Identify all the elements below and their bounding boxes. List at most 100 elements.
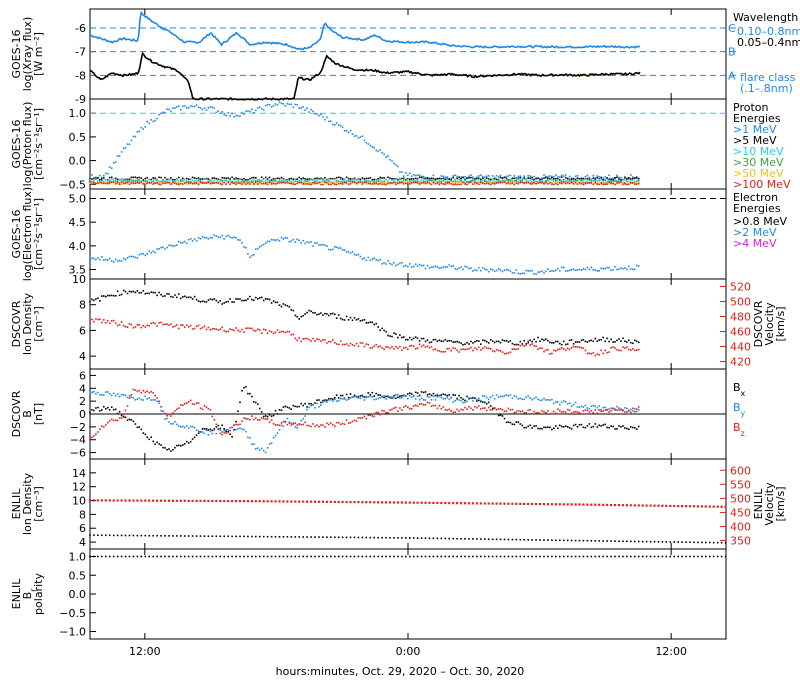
data-point — [564, 343, 567, 346]
data-point — [588, 179, 591, 182]
data-point — [270, 238, 273, 241]
data-point — [566, 347, 569, 350]
data-point — [620, 267, 622, 269]
data-point — [347, 422, 350, 424]
data-point — [525, 269, 527, 272]
data-point — [460, 348, 462, 351]
data-point — [176, 179, 178, 181]
data-point — [420, 501, 423, 504]
data-point — [539, 555, 541, 558]
data-point — [260, 411, 263, 413]
data-point — [359, 255, 362, 258]
data-point — [126, 292, 129, 295]
data-point — [387, 176, 389, 179]
data-point — [720, 505, 723, 508]
data-point — [268, 104, 271, 106]
data-point — [114, 183, 117, 185]
data-point — [557, 401, 559, 403]
data-point — [152, 183, 154, 185]
data-point — [251, 108, 253, 111]
data-point — [282, 536, 285, 538]
data-point — [612, 341, 614, 343]
data-point — [272, 414, 275, 417]
data-point — [282, 179, 285, 181]
data-point — [582, 426, 585, 429]
data-point — [442, 351, 445, 353]
data-point — [176, 106, 178, 108]
data-point — [288, 306, 291, 308]
data-point — [142, 389, 145, 392]
data-point — [108, 179, 111, 181]
data-point — [383, 348, 385, 351]
data-point — [495, 555, 498, 558]
data-point — [132, 255, 135, 258]
data-point — [239, 330, 241, 333]
data-point — [245, 430, 247, 433]
data-point — [207, 555, 210, 558]
data-point — [377, 346, 379, 348]
data-point — [276, 329, 279, 331]
data-point — [209, 182, 212, 185]
data-point — [241, 428, 243, 430]
data-point — [377, 183, 379, 186]
data-point — [217, 301, 220, 304]
data-point — [343, 181, 346, 184]
data-point — [365, 141, 368, 144]
data-point — [142, 183, 145, 185]
data-point — [632, 176, 634, 178]
data-point — [472, 555, 474, 558]
data-point — [501, 179, 504, 181]
data-point — [365, 417, 368, 420]
data-point — [280, 182, 283, 185]
data-point — [341, 249, 344, 251]
data-point — [95, 182, 97, 185]
data-point — [543, 350, 545, 353]
data-point — [274, 180, 277, 182]
data-point — [535, 273, 537, 275]
data-point — [197, 177, 200, 179]
y-tick-label: −0.5 — [59, 178, 86, 191]
data-point — [136, 499, 139, 502]
data-point — [426, 395, 429, 398]
data-point — [584, 426, 587, 429]
data-point — [428, 393, 431, 395]
data-point — [489, 180, 492, 182]
data-point — [168, 448, 170, 450]
data-point — [448, 264, 450, 266]
data-point — [590, 540, 593, 542]
data-point — [501, 177, 504, 179]
data-point — [466, 400, 468, 403]
data-point — [602, 179, 604, 181]
data-point — [570, 178, 573, 181]
data-point — [582, 183, 585, 186]
data-point — [395, 406, 397, 409]
data-point — [136, 398, 139, 400]
data-point — [383, 181, 385, 183]
data-point — [513, 181, 516, 183]
right-axis-title: DSCOVRVelocity[km/s] — [752, 300, 787, 347]
data-point — [487, 270, 490, 273]
data-point — [233, 301, 235, 303]
data-point — [296, 405, 298, 408]
data-point — [485, 182, 488, 184]
data-point — [397, 182, 399, 184]
data-point — [308, 181, 310, 184]
data-point — [529, 339, 531, 342]
data-point — [389, 396, 391, 398]
data-point — [337, 536, 340, 539]
x-axis-title: hours:minutes, Oct. 29, 2020 – Oct. 30, … — [276, 665, 525, 678]
data-point — [126, 419, 129, 421]
data-point — [523, 339, 525, 342]
data-point — [381, 396, 383, 398]
data-point — [468, 181, 470, 184]
data-point — [164, 111, 166, 114]
data-point — [187, 499, 190, 502]
data-point — [120, 499, 123, 502]
data-point — [608, 174, 610, 177]
data-point — [136, 426, 139, 429]
data-point — [160, 409, 162, 412]
data-point — [517, 398, 520, 400]
data-point — [334, 182, 336, 184]
